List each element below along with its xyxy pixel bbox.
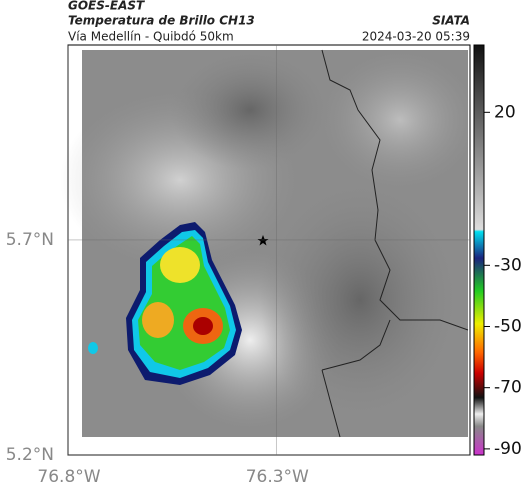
colorbar-label: -50	[494, 316, 522, 336]
satellite-image	[60, 49, 480, 438]
x-tick-label: 76.8°W	[37, 467, 100, 487]
colorbar-label: 20	[494, 102, 516, 122]
y-tick-label: 5.7°N	[6, 230, 54, 250]
subtitle: Temperatura de Brillo CH13	[68, 14, 255, 28]
colorbar	[473, 44, 485, 456]
timestamp: 2024-03-20 05:39	[362, 30, 470, 44]
colorbar-label: -90	[494, 439, 522, 459]
colorbar-label: -70	[494, 378, 522, 398]
x-tick-label: 76.3°W	[246, 467, 309, 487]
source: SIATA	[432, 14, 470, 28]
colorbar-label: -30	[494, 255, 522, 275]
title: GOES-EAST	[68, 0, 145, 13]
y-tick-label: 5.2°N	[6, 445, 54, 465]
location: Vía Medellín - Quibdó 50km	[68, 30, 234, 44]
